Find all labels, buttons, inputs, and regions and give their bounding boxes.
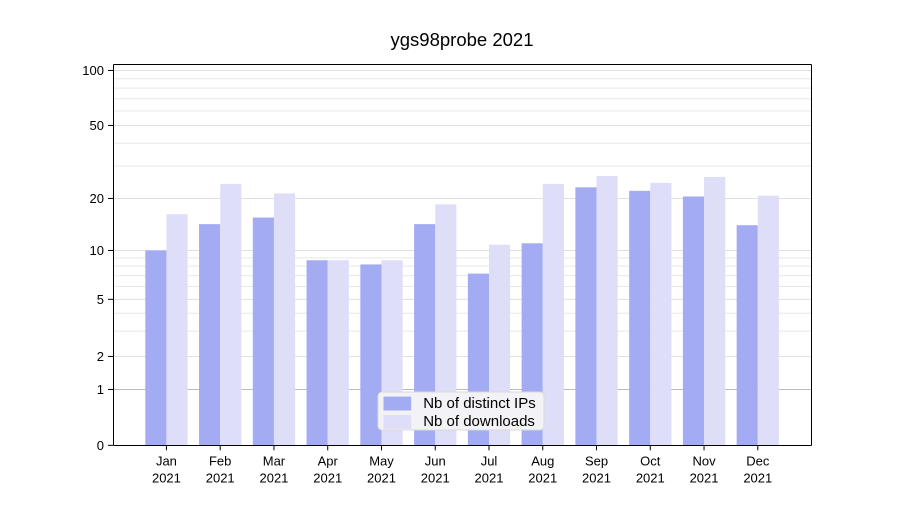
svg-text:Apr: Apr — [318, 453, 339, 468]
svg-text:50: 50 — [90, 118, 104, 133]
svg-text:2021: 2021 — [475, 470, 504, 485]
svg-text:Nov: Nov — [692, 453, 716, 468]
svg-text:Feb: Feb — [209, 453, 231, 468]
svg-text:2021: 2021 — [690, 470, 719, 485]
svg-text:ygs98probe 2021: ygs98probe 2021 — [391, 29, 534, 50]
svg-text:Jun: Jun — [425, 453, 446, 468]
svg-text:0: 0 — [97, 438, 104, 453]
svg-text:10: 10 — [90, 243, 104, 258]
svg-text:2021: 2021 — [743, 470, 772, 485]
svg-text:2021: 2021 — [367, 470, 396, 485]
svg-text:Nb of downloads: Nb of downloads — [423, 413, 535, 430]
svg-text:Oct: Oct — [640, 453, 661, 468]
svg-text:2021: 2021 — [636, 470, 665, 485]
svg-text:2: 2 — [97, 349, 104, 364]
svg-text:Aug: Aug — [531, 453, 554, 468]
svg-text:2021: 2021 — [259, 470, 288, 485]
svg-text:Jan: Jan — [156, 453, 177, 468]
svg-text:Nb of distinct IPs: Nb of distinct IPs — [423, 395, 536, 412]
svg-text:2021: 2021 — [528, 470, 557, 485]
svg-text:20: 20 — [90, 191, 104, 206]
svg-text:2021: 2021 — [313, 470, 342, 485]
svg-text:5: 5 — [97, 292, 104, 307]
svg-text:2021: 2021 — [421, 470, 450, 485]
svg-text:1: 1 — [97, 382, 104, 397]
svg-text:2021: 2021 — [582, 470, 611, 485]
svg-text:Dec: Dec — [746, 453, 770, 468]
svg-text:Sep: Sep — [585, 453, 608, 468]
svg-text:2021: 2021 — [152, 470, 181, 485]
svg-text:Mar: Mar — [263, 453, 286, 468]
svg-text:2021: 2021 — [206, 470, 235, 485]
svg-text:100: 100 — [82, 63, 104, 78]
svg-text:Jul: Jul — [481, 453, 498, 468]
svg-text:May: May — [369, 453, 394, 468]
